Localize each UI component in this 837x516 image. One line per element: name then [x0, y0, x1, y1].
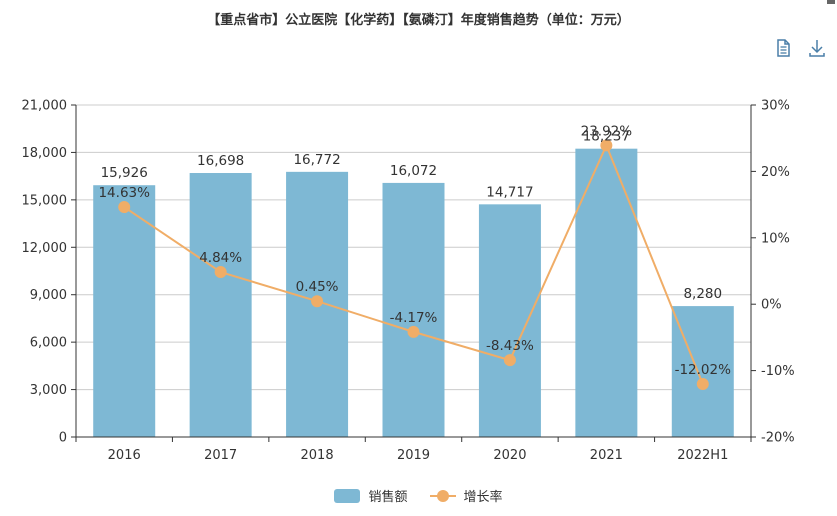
- growth-value-label: 14.63%: [98, 185, 150, 201]
- chart-toolbar: [773, 38, 827, 58]
- document-icon[interactable]: [773, 38, 793, 58]
- growth-point: [407, 325, 420, 338]
- x-tick-label: 2022H1: [677, 448, 728, 463]
- legend-label-sales: 销售额: [368, 490, 408, 505]
- legend: 销售额 增长率: [0, 486, 837, 505]
- x-tick-label: 2018: [301, 448, 334, 463]
- legend-item-sales[interactable]: 销售额: [334, 486, 408, 505]
- bar-series: [93, 148, 734, 438]
- bar: [189, 173, 252, 437]
- y-right-tick-label: -20%: [761, 431, 795, 446]
- x-tick-label: 2020: [493, 448, 526, 463]
- y-left-tick-label: 9,000: [30, 288, 67, 303]
- line-series: [118, 139, 709, 391]
- y-left-tick-label: 6,000: [30, 336, 67, 351]
- y-left-tick-label: 0: [59, 431, 67, 446]
- x-tick-label: 2017: [204, 448, 237, 463]
- growth-point: [503, 354, 516, 367]
- growth-point: [311, 295, 324, 308]
- growth-value-label: 4.84%: [199, 250, 242, 266]
- growth-value-label: 0.45%: [296, 279, 339, 295]
- y-right-tick-label: 0%: [761, 298, 782, 313]
- growth-value-label: -12.02%: [675, 362, 732, 378]
- growth-point: [600, 139, 613, 152]
- bar: [671, 306, 734, 437]
- y-left-tick-label: 21,000: [22, 99, 68, 114]
- legend-label-growth: 增长率: [463, 490, 503, 505]
- legend-swatch-line: [429, 489, 456, 503]
- growth-value-label: -8.43%: [486, 338, 534, 354]
- chart-title: 【重点省市】公立医院【化学药】【氨磷汀】年度销售趋势（单位：万元）: [207, 13, 630, 28]
- bar-value-label: 8,280: [683, 286, 722, 302]
- window-corner-mark: [827, 0, 835, 4]
- bar: [478, 204, 541, 437]
- data-labels: 15,926 16,698 16,772 16,072 14,717 18,237 8,28…: [98, 123, 731, 378]
- y-left-tick-label: 3,000: [30, 383, 67, 398]
- legend-item-growth[interactable]: 增长率: [429, 486, 503, 505]
- axes: 0 3,000 6,000 9,000 12,000 15,000 18,000 21,000…: [22, 99, 795, 464]
- bar-value-label: 14,717: [486, 184, 533, 200]
- legend-swatch-bar: [334, 488, 361, 503]
- x-tick-label: 2016: [108, 448, 141, 463]
- bar-value-label: 18,237: [583, 129, 630, 145]
- bar: [93, 185, 156, 437]
- bar-value-label: 15,926: [101, 165, 148, 181]
- bar-value-label: 16,698: [197, 153, 244, 169]
- x-tick-label: 2019: [397, 448, 430, 463]
- combo-chart: 0 3,000 6,000 9,000 12,000 15,000 18,000 21,000…: [22, 99, 795, 464]
- growth-value-label: 23.92%: [581, 123, 633, 139]
- y-left-tick-label: 15,000: [22, 193, 68, 208]
- bar-value-label: 16,772: [293, 152, 340, 168]
- growth-point: [214, 266, 227, 279]
- growth-value-label: -4.17%: [390, 310, 438, 326]
- y-right-tick-label: 20%: [761, 165, 790, 180]
- y-left-tick-label: 18,000: [22, 146, 68, 161]
- download-icon[interactable]: [807, 38, 827, 58]
- x-tick-label: 2021: [590, 448, 623, 463]
- bar-value-label: 16,072: [390, 163, 437, 179]
- bar: [382, 182, 445, 437]
- y-left-tick-label: 12,000: [22, 241, 68, 256]
- growth-point: [118, 201, 131, 214]
- growth-point: [696, 378, 709, 391]
- y-right-tick-label: 30%: [761, 99, 790, 114]
- y-right-tick-label: 10%: [761, 231, 790, 246]
- y-right-tick-label: -10%: [761, 364, 795, 379]
